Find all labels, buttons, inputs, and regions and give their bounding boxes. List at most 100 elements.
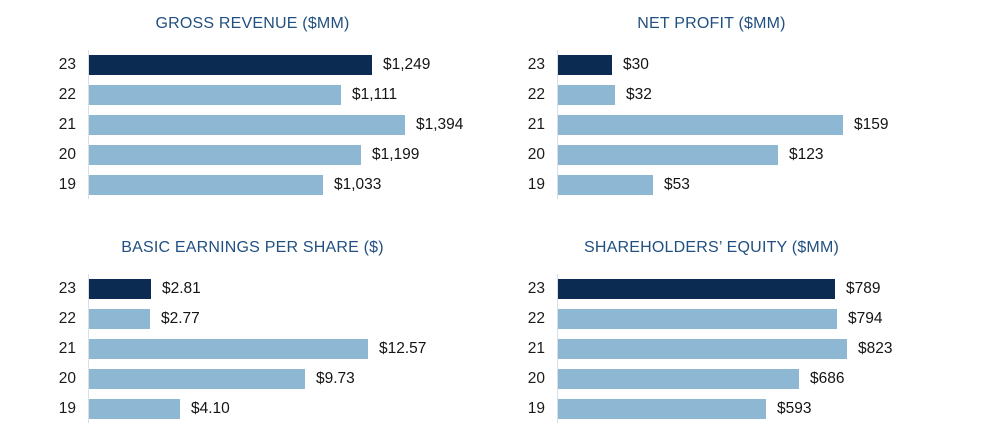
year-label: 23	[58, 280, 76, 297]
bar-row: 19 $4.10	[0, 399, 497, 419]
value-label: $1,199	[372, 146, 420, 163]
bar-prior-year	[89, 145, 361, 165]
axis-line	[557, 274, 558, 423]
year-label: 21	[58, 340, 76, 357]
bar-row: 21 $12.57	[0, 339, 497, 359]
value-label: $1,033	[334, 176, 382, 193]
year-label: 23	[527, 280, 545, 297]
plot-area: 23 $789 22 $794 21 $823 20 $686 19 $593	[497, 274, 994, 423]
bar-current-year	[558, 55, 612, 75]
value-label: $1,249	[383, 56, 431, 73]
bar-row: 21 $1,394	[0, 115, 497, 135]
chart-title-gross-revenue: GROSS REVENUE ($MM)	[155, 15, 350, 32]
bar-prior-year	[558, 145, 778, 165]
year-label: 19	[58, 400, 76, 417]
bar-prior-year	[558, 339, 847, 359]
chart-title-basic-eps: BASIC EARNINGS PER SHARE ($)	[121, 239, 384, 256]
bar-row: 20 $686	[497, 369, 994, 389]
year-label: 21	[58, 116, 76, 133]
year-label: 22	[58, 310, 76, 327]
bar-row: 21 $159	[497, 115, 994, 135]
chart-title-shareholders-equity: SHAREHOLDERS’ EQUITY ($MM)	[583, 239, 839, 256]
bar-prior-year	[89, 85, 341, 105]
chart-title-net-profit: NET PROFIT ($MM)	[637, 15, 786, 32]
chart-net-profit: NET PROFIT ($MM) 23 $30 22 $32 21 $159 20 $123 1…	[497, 0, 994, 224]
bar-row: 23 $30	[497, 55, 994, 75]
value-label: $686	[810, 370, 845, 387]
value-label: $9.73	[316, 370, 355, 387]
bar-rows: 23 $1,249 22 $1,111 21 $1,394 20 $1,199 19 $1,033	[0, 55, 497, 195]
bar-row: 19 $1,033	[0, 175, 497, 195]
value-label: $4.10	[191, 400, 230, 417]
value-label: $2.77	[161, 310, 200, 327]
bar-current-year	[89, 55, 372, 75]
year-label: 19	[527, 400, 545, 417]
bar-row: 23 $2.81	[0, 279, 497, 299]
bar-prior-year	[89, 309, 150, 329]
bar-row: 21 $823	[497, 339, 994, 359]
bar-row: 22 $32	[497, 85, 994, 105]
year-label: 21	[527, 340, 545, 357]
bar-prior-year	[89, 369, 305, 389]
bar-row: 22 $794	[497, 309, 994, 329]
value-label: $1,111	[352, 86, 398, 103]
year-label: 23	[527, 56, 545, 73]
bar-prior-year	[558, 115, 843, 135]
bar-row: 20 $9.73	[0, 369, 497, 389]
plot-area: 23 $30 22 $32 21 $159 20 $123 19 $53	[497, 50, 994, 199]
value-label: $1,394	[416, 116, 464, 133]
bar-prior-year	[89, 175, 323, 195]
bar-prior-year	[89, 399, 180, 419]
year-label: 22	[527, 310, 545, 327]
bar-row: 22 $2.77	[0, 309, 497, 329]
bar-row: 19 $593	[497, 399, 994, 419]
bar-prior-year	[558, 369, 799, 389]
bar-rows: 23 $30 22 $32 21 $159 20 $123 19 $53	[497, 55, 994, 195]
value-label: $159	[854, 116, 889, 133]
chart-shareholders-equity: SHAREHOLDERS’ EQUITY ($MM) 23 $789 22 $794 2…	[497, 224, 994, 448]
bar-prior-year	[89, 339, 368, 359]
chart-gross-revenue: GROSS REVENUE ($MM) 23 $1,249 22 $1,111 21 $1…	[0, 0, 497, 224]
value-label: $593	[777, 400, 812, 417]
year-label: 20	[58, 370, 76, 387]
value-label: $2.81	[162, 280, 201, 297]
bar-prior-year	[89, 115, 405, 135]
bar-prior-year	[558, 175, 653, 195]
bar-prior-year	[558, 309, 837, 329]
value-label: $794	[848, 310, 883, 327]
year-label: 20	[527, 370, 545, 387]
year-label: 19	[58, 176, 76, 193]
bar-row: 20 $123	[497, 145, 994, 165]
bar-current-year	[558, 279, 835, 299]
bar-row: 22 $1,111	[0, 85, 497, 105]
plot-area: 23 $1,249 22 $1,111 21 $1,394 20 $1,199 19 $1,033	[0, 50, 497, 199]
value-label: $789	[846, 280, 881, 297]
bar-current-year	[89, 279, 151, 299]
bar-prior-year	[558, 85, 615, 105]
year-label: 22	[527, 86, 545, 103]
axis-line	[88, 50, 89, 199]
bar-prior-year	[558, 399, 766, 419]
value-label: $32	[626, 86, 652, 103]
bar-rows: 23 $789 22 $794 21 $823 20 $686 19 $593	[497, 279, 994, 419]
plot-area: 23 $2.81 22 $2.77 21 $12.57 20 $9.73 19 $4.10	[0, 274, 497, 423]
year-label: 21	[527, 116, 545, 133]
axis-line	[557, 50, 558, 199]
bar-row: 23 $1,249	[0, 55, 497, 75]
bar-rows: 23 $2.81 22 $2.77 21 $12.57 20 $9.73 19 $4.10	[0, 279, 497, 419]
bar-row: 20 $1,199	[0, 145, 497, 165]
year-label: 19	[527, 176, 545, 193]
axis-line	[88, 274, 89, 423]
year-label: 23	[58, 56, 76, 73]
value-label: $53	[664, 176, 690, 193]
value-label: $30	[623, 56, 649, 73]
bar-row: 19 $53	[497, 175, 994, 195]
year-label: 20	[527, 146, 545, 163]
value-label: $123	[789, 146, 824, 163]
year-label: 20	[58, 146, 76, 163]
value-label: $12.57	[379, 340, 427, 357]
chart-basic-eps: BASIC EARNINGS PER SHARE ($) 23 $2.81 22 $2…	[0, 224, 497, 448]
value-label: $823	[858, 340, 893, 357]
